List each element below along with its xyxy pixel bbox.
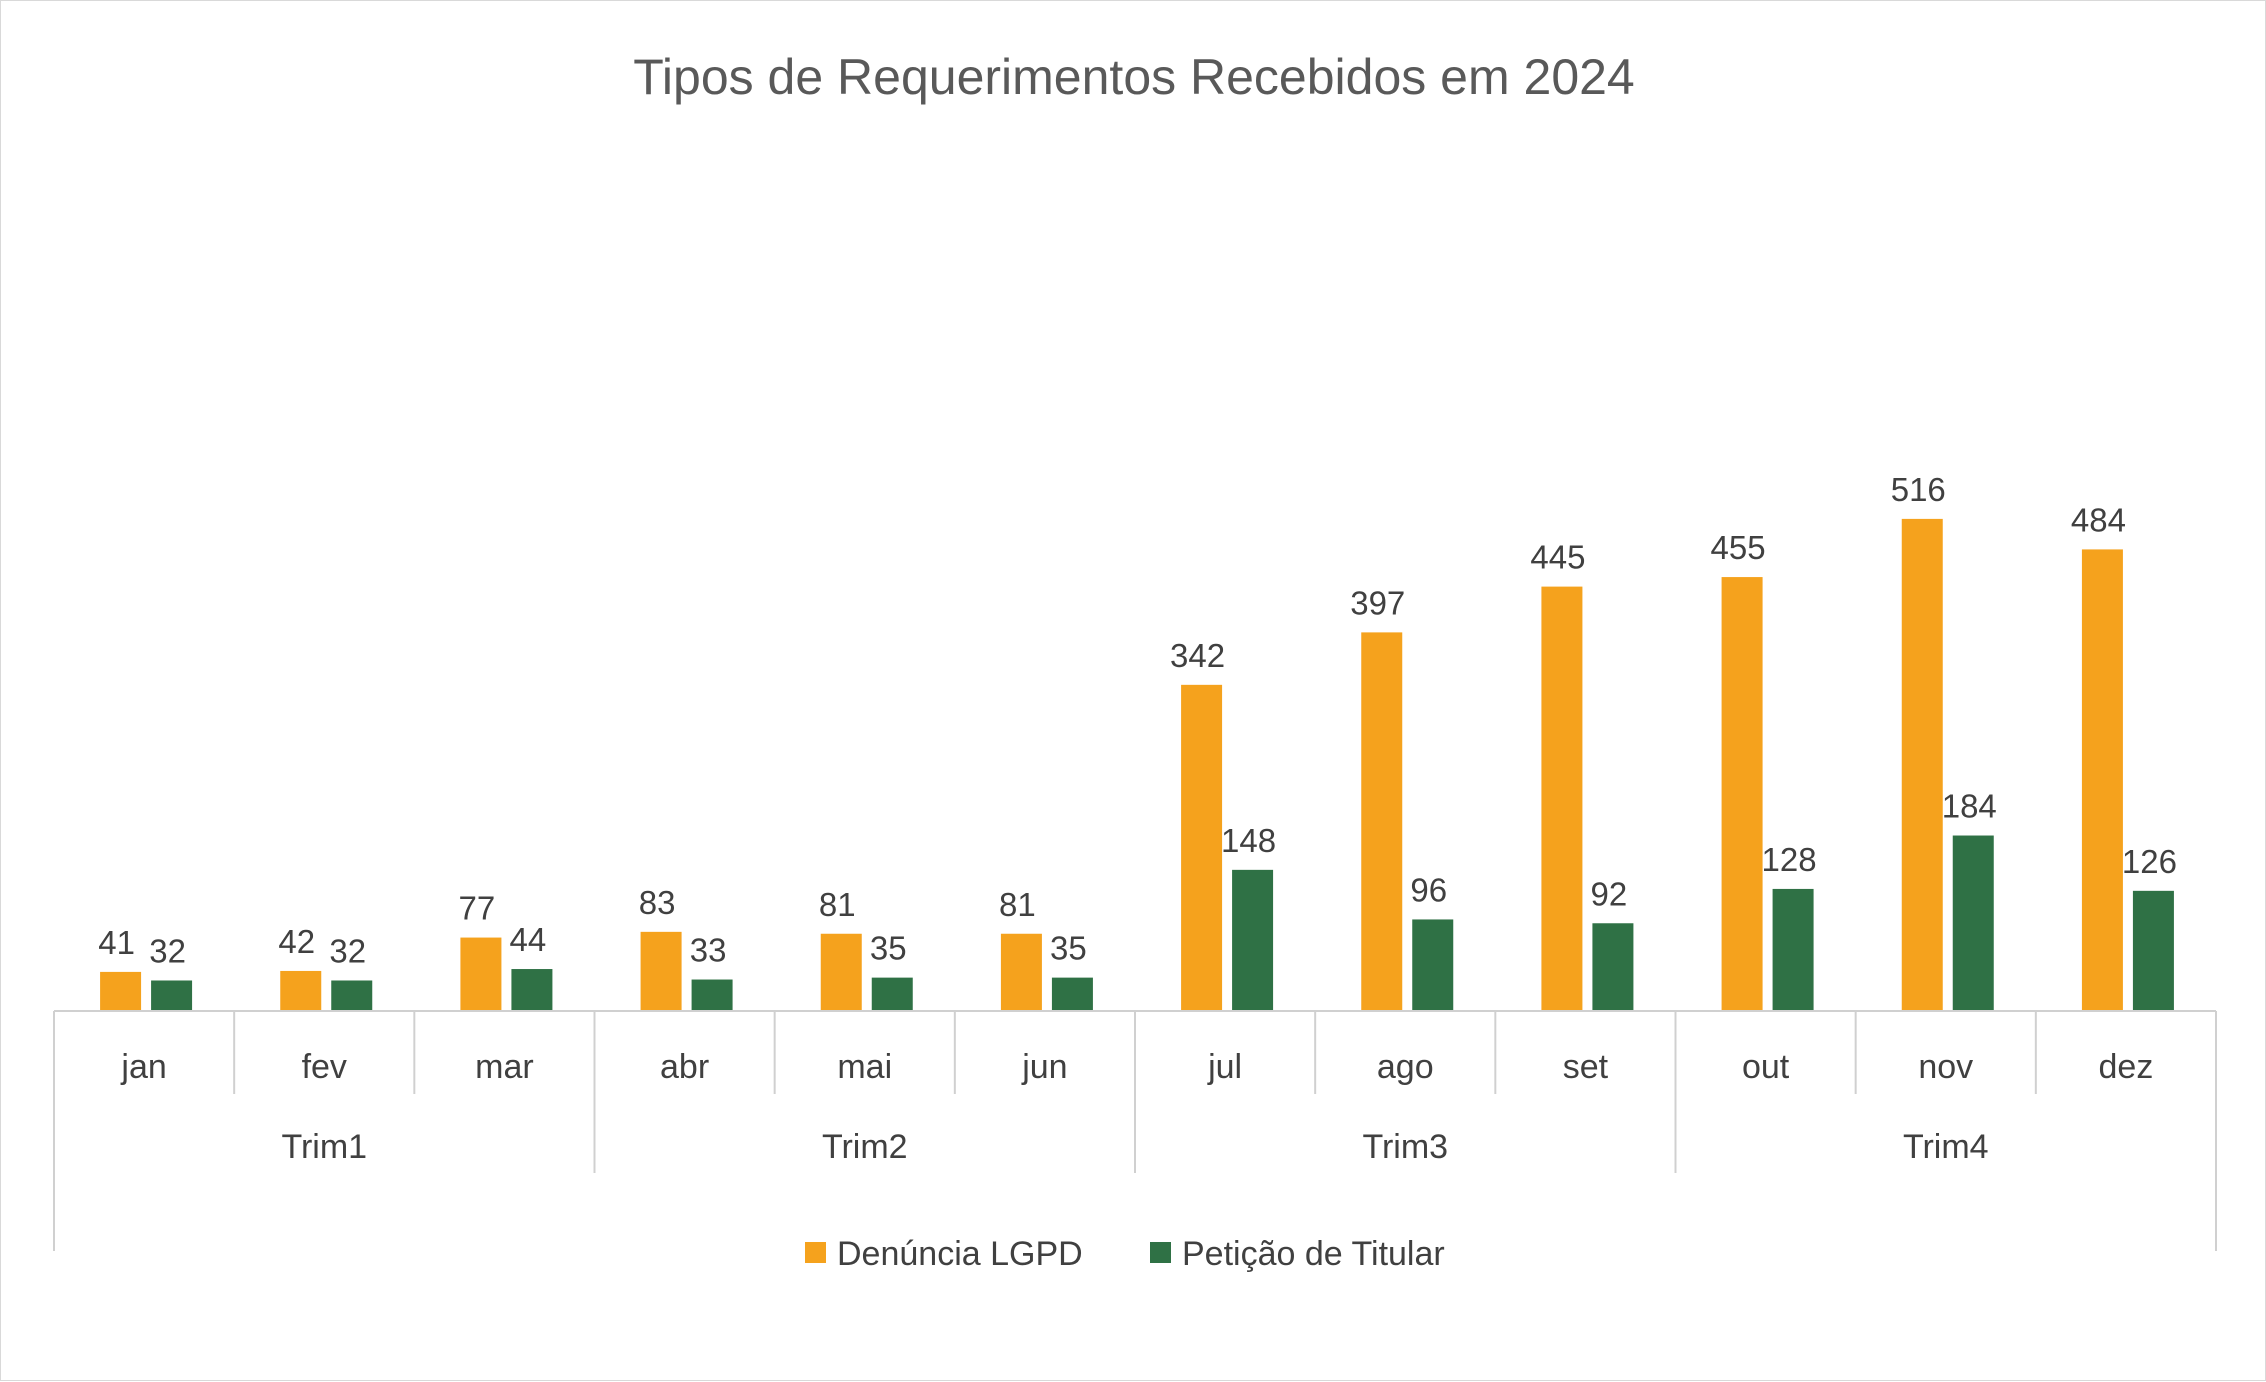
group-label-trim1: Trim1 — [281, 1128, 367, 1166]
group-label-trim2: Trim2 — [822, 1128, 908, 1166]
data-label-denuncia-fev: 42 — [278, 923, 315, 960]
data-label-denuncia-ago: 397 — [1350, 584, 1405, 621]
legend-label-denuncia: Denúncia LGPD — [837, 1235, 1083, 1273]
data-label-peticao-out: 128 — [1762, 841, 1817, 878]
x-tick-label-jan: jan — [120, 1048, 166, 1086]
bar-denuncia-abr — [640, 931, 682, 1011]
bar-peticao-out — [1772, 888, 1814, 1011]
legend: Denúncia LGPD Petição de Titular — [805, 1235, 1445, 1273]
bar-denuncia-jul — [1181, 684, 1223, 1011]
data-label-peticao-ago: 96 — [1410, 871, 1447, 908]
data-label-peticao-jun: 35 — [1050, 930, 1087, 967]
x-tick-label-set: set — [1563, 1048, 1609, 1086]
legend-swatch-peticao — [1150, 1242, 1171, 1263]
bar-denuncia-dez — [2081, 549, 2123, 1011]
data-label-denuncia-dez: 484 — [2071, 501, 2126, 538]
x-tick-label-fev: fev — [302, 1048, 347, 1086]
x-tick-label-out: out — [1742, 1048, 1790, 1086]
bar-denuncia-out — [1721, 577, 1763, 1011]
bar-denuncia-jun — [1000, 933, 1042, 1011]
category-axis: jan fev mar abr mai jun jul ago set out nov dez Trim… — [53, 1010, 2217, 1251]
data-label-denuncia-mai: 81 — [819, 886, 856, 923]
x-tick-label-abr: abr — [660, 1048, 709, 1086]
bar-peticao-fev — [331, 980, 373, 1011]
bar-peticao-jan — [151, 980, 193, 1011]
group-label-trim4: Trim4 — [1903, 1128, 1989, 1166]
legend-label-peticao: Petição de Titular — [1182, 1235, 1445, 1273]
data-label-denuncia-abr: 83 — [639, 884, 676, 921]
x-tick-label-jul: jul — [1207, 1048, 1242, 1086]
bar-denuncia-mar — [460, 937, 502, 1011]
data-label-peticao-fev: 32 — [329, 932, 366, 969]
bar-denuncia-nov — [1901, 518, 1943, 1011]
bar-peticao-jul — [1232, 869, 1274, 1011]
bar-peticao-ago — [1412, 919, 1454, 1011]
data-labels-layer: 41 32 42 32 77 44 83 33 81 35 81 35 342 148 397 96 445 92… — [98, 471, 2177, 970]
group-label-trim3: Trim3 — [1362, 1128, 1448, 1166]
bar-peticao-mar — [511, 969, 553, 1011]
bar-denuncia-mai — [820, 933, 862, 1011]
data-label-denuncia-out: 455 — [1711, 529, 1766, 566]
bar-peticao-abr — [691, 979, 733, 1011]
data-label-peticao-jul: 148 — [1221, 822, 1276, 859]
x-tick-label-mar: mar — [475, 1048, 534, 1086]
data-label-peticao-dez: 126 — [2122, 843, 2177, 880]
data-label-peticao-jan: 32 — [149, 932, 186, 969]
bar-peticao-jun — [1051, 977, 1093, 1011]
bars-layer — [100, 518, 2174, 1011]
data-label-denuncia-jul: 342 — [1170, 637, 1225, 674]
bar-denuncia-jan — [100, 971, 142, 1011]
data-label-denuncia-set: 445 — [1530, 539, 1585, 576]
x-tick-label-ago: ago — [1377, 1048, 1434, 1086]
bar-denuncia-ago — [1361, 632, 1403, 1011]
chart-title: Tipos de Requerimentos Recebidos em 2024 — [633, 49, 1635, 105]
x-tick-label-mai: mai — [837, 1048, 892, 1086]
data-label-denuncia-jun: 81 — [999, 886, 1036, 923]
data-label-denuncia-mar: 77 — [459, 890, 496, 927]
data-label-peticao-set: 92 — [1591, 875, 1628, 912]
bar-peticao-mai — [871, 977, 913, 1011]
data-label-peticao-abr: 33 — [690, 932, 727, 969]
data-label-peticao-nov: 184 — [1942, 788, 1997, 825]
bar-peticao-dez — [2132, 890, 2174, 1011]
bar-peticao-set — [1592, 923, 1634, 1011]
bar-peticao-nov — [1952, 835, 1994, 1011]
data-label-peticao-mar: 44 — [510, 921, 547, 958]
x-tick-label-dez: dez — [2099, 1048, 2154, 1086]
bar-denuncia-fev — [280, 970, 322, 1011]
data-label-peticao-mai: 35 — [870, 930, 907, 967]
data-label-denuncia-nov: 516 — [1891, 471, 1946, 508]
x-tick-label-jun: jun — [1021, 1048, 1067, 1086]
bar-denuncia-set — [1541, 586, 1583, 1011]
x-tick-label-nov: nov — [1918, 1048, 1973, 1086]
legend-swatch-denuncia — [805, 1242, 826, 1263]
data-label-denuncia-jan: 41 — [98, 924, 135, 961]
